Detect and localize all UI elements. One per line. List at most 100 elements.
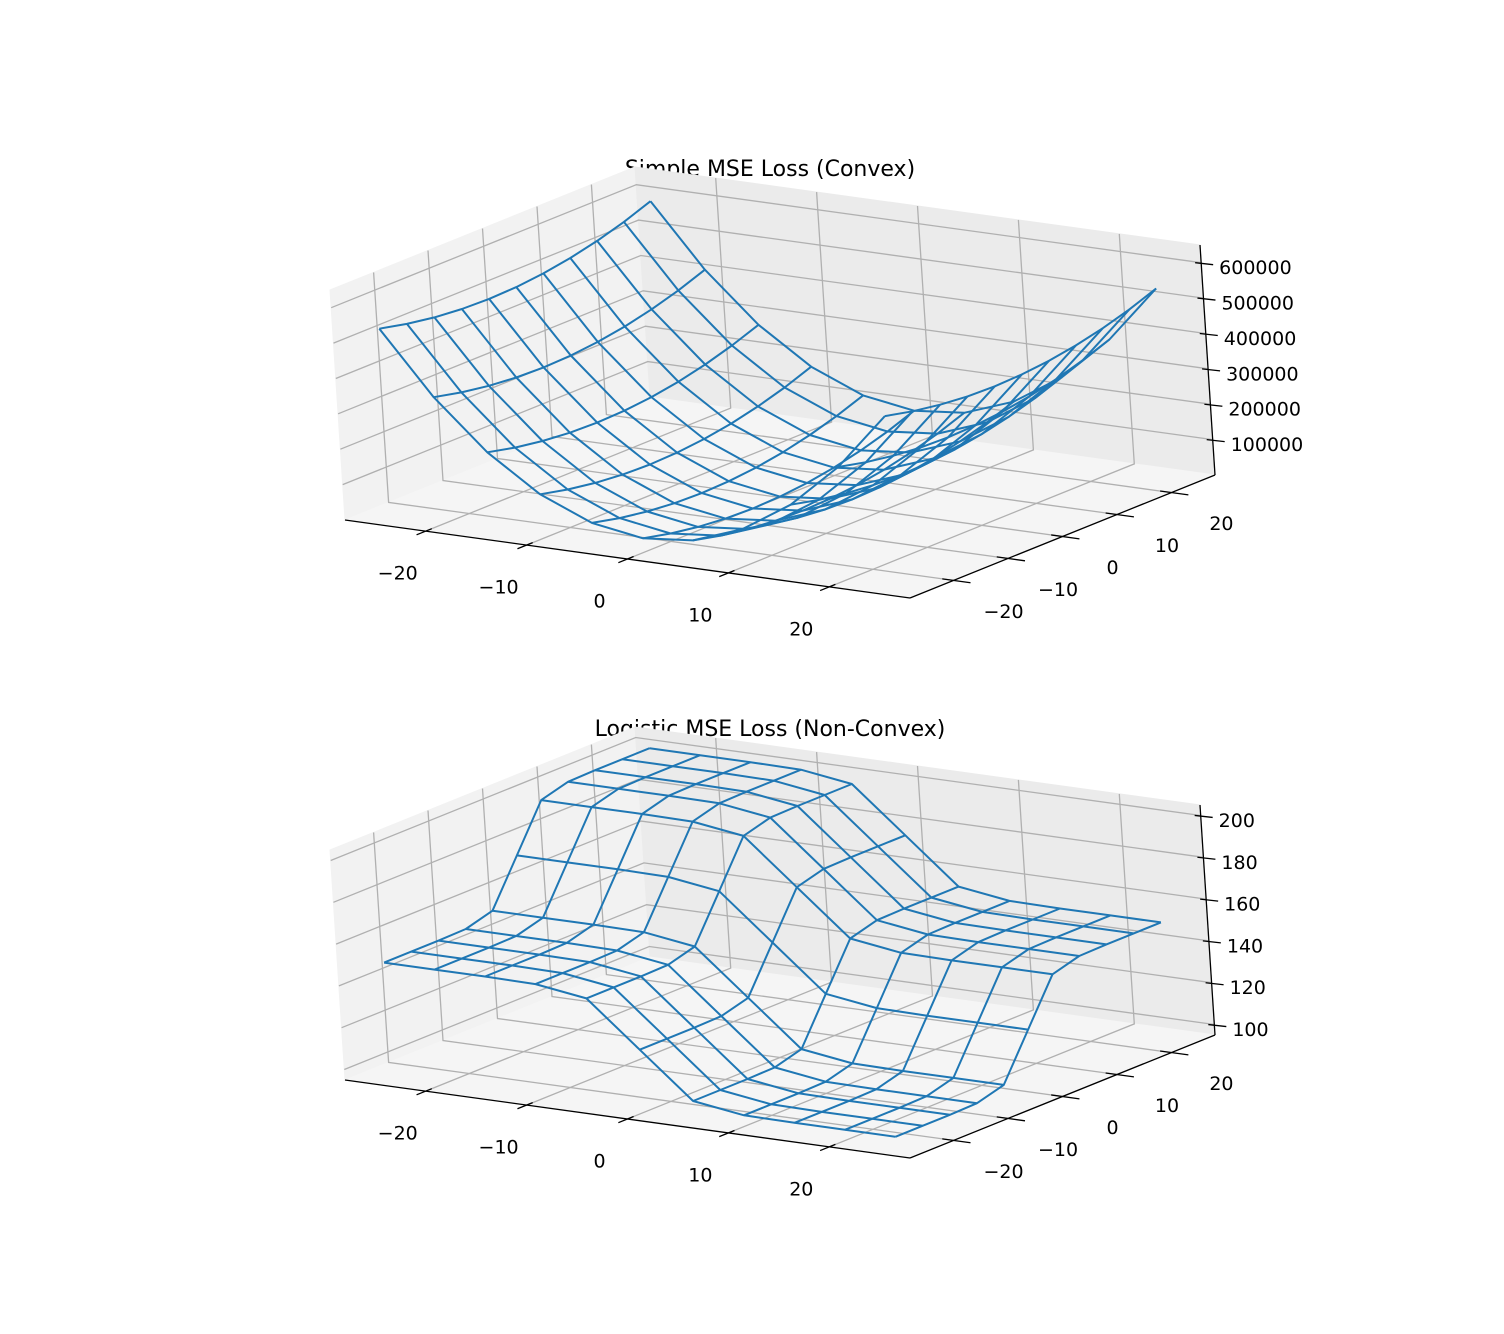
wire-column <box>484 761 751 978</box>
grid-line <box>481 228 1063 538</box>
grid-line <box>590 744 1172 1054</box>
y-tick <box>996 556 1026 562</box>
y-tick-label: −10 <box>1038 1139 1078 1161</box>
z-tick <box>1197 297 1216 301</box>
y-tick-label: 20 <box>1209 513 1233 535</box>
wire-column <box>591 394 864 524</box>
grid-line <box>526 192 833 546</box>
wire-column <box>487 324 760 454</box>
z-tick <box>1194 814 1213 819</box>
z-tick-label: 120 <box>1230 977 1266 999</box>
grid-line <box>338 862 1209 987</box>
grid-line <box>425 178 732 532</box>
z-tick <box>1206 438 1225 443</box>
y-tick-label: −20 <box>984 1161 1024 1183</box>
wire-column <box>743 899 1010 1117</box>
x-tick <box>416 1088 433 1096</box>
x-tick <box>618 1115 634 1124</box>
z-tick-label: 100000 <box>1231 434 1304 456</box>
wire-column <box>433 268 706 399</box>
x-tick-label: 10 <box>688 1164 712 1186</box>
z-tick-label: 200 <box>1219 810 1255 832</box>
wire-column <box>539 365 812 496</box>
grid-line <box>333 219 1204 344</box>
z-tick-label: 100 <box>1232 1019 1268 1041</box>
x-tick <box>819 583 836 592</box>
x-tick <box>718 1129 735 1138</box>
grid-line <box>335 254 1206 380</box>
z-tick-label: 180 <box>1221 852 1257 874</box>
wire-column <box>790 376 1063 506</box>
y-tick-label: 0 <box>1106 1117 1118 1139</box>
z-tick-label: 200000 <box>1228 399 1301 421</box>
y-tick <box>1051 1094 1080 1100</box>
x-tick-label: −10 <box>479 1137 519 1159</box>
wire-column <box>794 907 1061 1124</box>
x-tick <box>819 1143 836 1152</box>
subplot: Logistic MSE Loss (Non-Convex)−20−100102… <box>329 717 1269 1200</box>
y-tick <box>1105 512 1135 518</box>
grid-line <box>627 765 934 1120</box>
grid-line <box>728 779 1035 1134</box>
wire-column <box>692 412 965 542</box>
y-tick <box>942 1138 971 1144</box>
wire-column <box>379 200 652 330</box>
subplot: Simple MSE Loss (Convex)−20−1001020−20−1… <box>329 157 1304 640</box>
x-tick-label: 20 <box>789 1178 813 1200</box>
grid-line <box>829 793 1135 1148</box>
grid-line <box>425 738 732 1092</box>
grid-line <box>481 788 1063 1098</box>
z-tick-label: 160 <box>1224 894 1260 916</box>
grid-line <box>335 820 1207 945</box>
x-tick <box>517 542 533 550</box>
x-tick-label: 0 <box>593 591 605 613</box>
z-tick <box>1204 403 1223 407</box>
z-tick <box>1205 982 1224 986</box>
y-tick <box>996 1116 1026 1122</box>
z-tick <box>1208 1023 1227 1028</box>
z-tick <box>1202 940 1221 944</box>
z-tick-label: 500000 <box>1221 293 1294 315</box>
z-tick <box>1202 368 1221 372</box>
x-tick-label: −10 <box>479 577 519 599</box>
y-tick <box>1105 1072 1135 1078</box>
wire-column <box>692 885 959 1102</box>
y-tick-label: 10 <box>1155 1095 1179 1117</box>
grid-line <box>728 219 1035 574</box>
x-tick-label: 20 <box>789 618 813 640</box>
wire-column <box>642 409 915 540</box>
grid-line <box>372 832 954 1142</box>
x-tick-label: 0 <box>593 1151 605 1173</box>
grid-line <box>590 184 1172 494</box>
x-tick-label: −20 <box>378 563 418 585</box>
grid-line <box>342 360 1213 486</box>
wire-column <box>742 400 1015 531</box>
wire-column <box>434 754 701 971</box>
wire-column <box>884 287 1157 418</box>
z-tick <box>1200 898 1219 902</box>
x-tick-label: 10 <box>688 604 712 626</box>
y-tick-label: −10 <box>1038 579 1078 601</box>
z-axis-line <box>1199 804 1216 1036</box>
wire-column <box>895 921 1162 1138</box>
grid-line <box>427 810 1009 1120</box>
z-tick-label: 300000 <box>1226 363 1299 385</box>
wire-column <box>844 914 1111 1131</box>
wire-column <box>383 747 650 964</box>
grid-line <box>340 325 1211 450</box>
z-tick-label: 600000 <box>1219 257 1292 279</box>
x-tick <box>416 528 433 536</box>
grid-line <box>337 290 1209 415</box>
y-tick <box>1160 1050 1189 1056</box>
z-tick <box>1199 332 1218 337</box>
wire-column <box>535 768 802 986</box>
grid-line <box>427 250 1009 560</box>
grid-line <box>330 184 1202 309</box>
wire-column <box>639 834 906 1051</box>
y-tick <box>1051 534 1080 540</box>
z-tick <box>1195 262 1214 266</box>
x-tick <box>718 569 735 578</box>
grid-line <box>341 904 1212 1029</box>
